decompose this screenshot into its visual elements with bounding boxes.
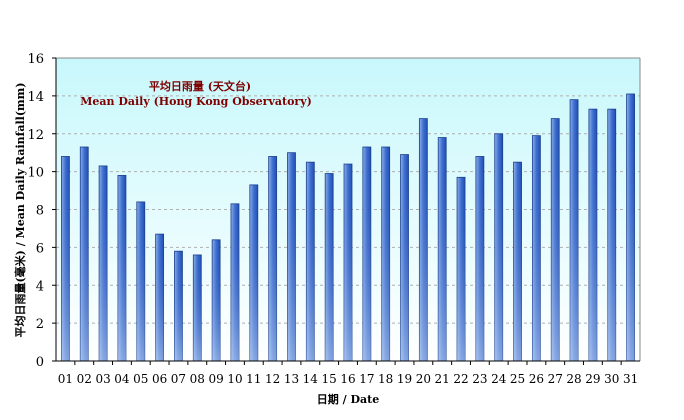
x-tick: 26 — [529, 372, 544, 386]
x-tick: 24 — [491, 372, 507, 386]
chart-title: 平均日雨量 (天文台) — [149, 79, 251, 93]
y-tick: 0 — [36, 355, 44, 370]
x-tick: 29 — [585, 372, 600, 386]
y-tick: 8 — [36, 204, 44, 219]
x-tick: 01 — [58, 372, 73, 386]
chart-subtitle: Mean Daily (Hong Kong Observatory) — [80, 95, 312, 108]
y-tick: 16 — [27, 52, 44, 67]
x-tick: 22 — [453, 372, 468, 386]
y-axis-label: 平均日雨量(毫米) / Mean Daily Rainfall(mm) — [13, 82, 27, 337]
x-tick: 27 — [548, 372, 563, 386]
x-tick: 25 — [510, 372, 525, 386]
x-tick: 06 — [152, 372, 167, 386]
x-tick: 03 — [95, 372, 110, 386]
x-tick: 04 — [114, 372, 130, 386]
y-tick: 2 — [36, 317, 44, 332]
x-tick: 08 — [190, 372, 205, 386]
gridlines — [52, 57, 641, 362]
x-tick: 10 — [227, 372, 242, 386]
y-tick: 10 — [27, 166, 44, 181]
y-tick: 6 — [36, 241, 44, 256]
y-tick-labels: 0 2 4 6 8 10 12 14 16 — [27, 52, 44, 370]
x-tick: 31 — [623, 372, 638, 386]
x-tick-labels: 01 02 03 04 05 06 07 08 09 10 11 12 13 14 15 16 17 18 19 20… — [58, 372, 638, 386]
y-tick: 14 — [27, 90, 44, 105]
x-tick: 16 — [340, 372, 355, 386]
x-tick: 19 — [397, 372, 412, 386]
x-tick: 17 — [359, 372, 374, 386]
x-tick: 23 — [472, 372, 487, 386]
x-tick: 05 — [133, 372, 148, 386]
x-tick: 28 — [566, 372, 581, 386]
x-tick: 11 — [246, 372, 261, 386]
x-tick: 09 — [208, 372, 223, 386]
bars — [61, 93, 635, 365]
y-tick: 4 — [36, 279, 44, 294]
x-tick: 13 — [284, 372, 299, 386]
x-tick: 18 — [378, 372, 393, 386]
x-tick: 20 — [416, 372, 431, 386]
x-tick: 07 — [171, 372, 186, 386]
x-tick: 30 — [604, 372, 619, 386]
x-axis-label: 日期 / Date — [317, 392, 379, 406]
x-tick: 15 — [322, 372, 337, 386]
x-tick: 14 — [303, 372, 319, 386]
x-tick: 12 — [265, 372, 280, 386]
x-tick: 02 — [77, 372, 92, 386]
x-tick: 21 — [435, 372, 450, 386]
y-tick: 12 — [27, 128, 44, 143]
